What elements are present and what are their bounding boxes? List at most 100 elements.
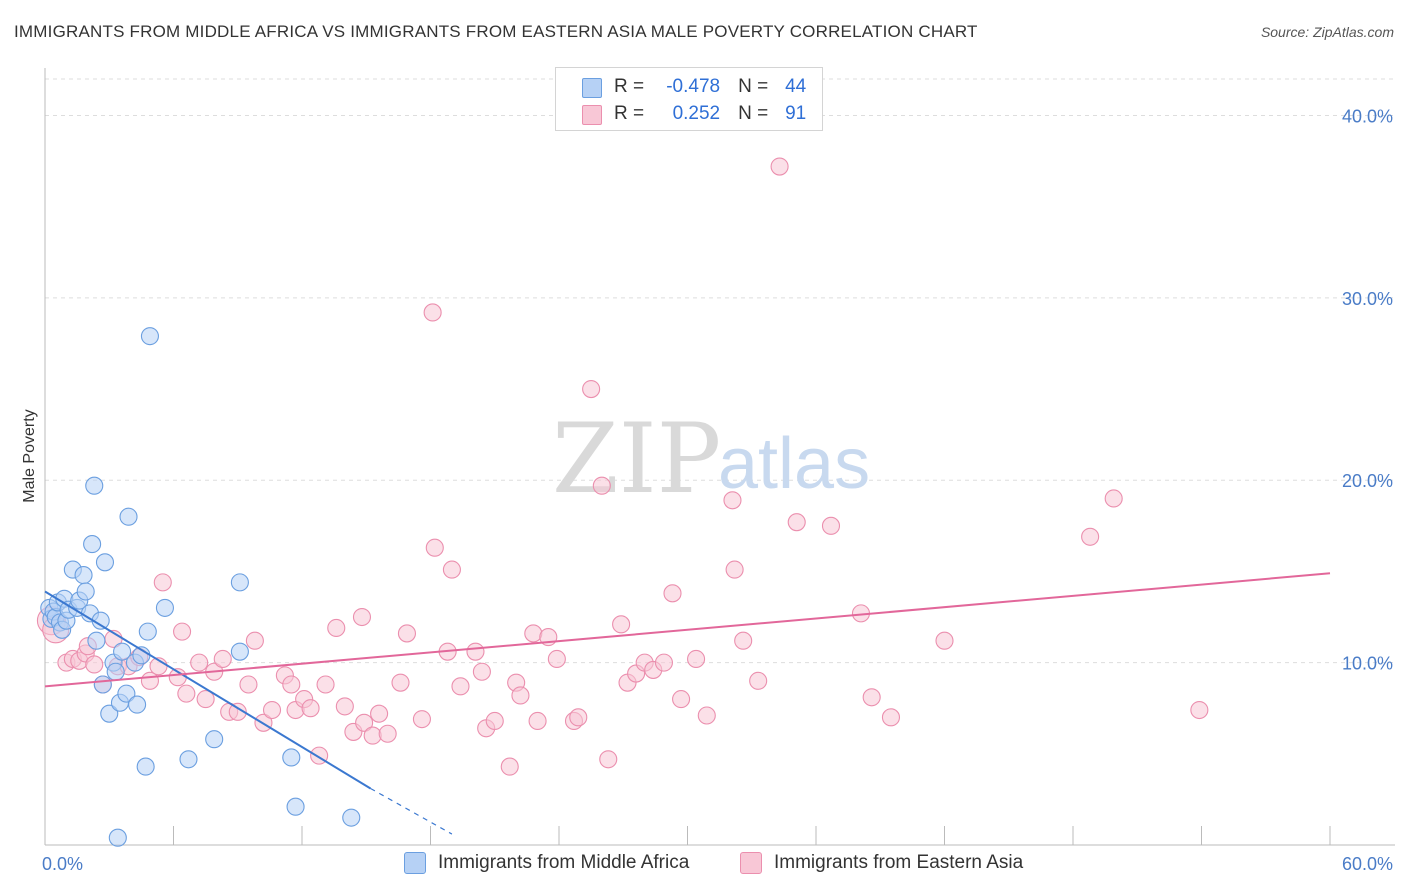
data-point: [282, 748, 301, 767]
data-point: [672, 690, 691, 709]
trend-line-middle-africa: [44, 590, 372, 790]
data-point: [663, 584, 682, 603]
y-tick-label: 30.0%: [1342, 289, 1393, 309]
data-point: [355, 713, 374, 732]
data-point: [466, 642, 485, 661]
data-point: [177, 684, 196, 703]
x-tick-labels: 0.0% 60.0%: [42, 854, 1393, 874]
data-point: [136, 757, 155, 776]
data-point: [352, 607, 372, 627]
legend-swatch-pink: [582, 105, 602, 125]
bottom-legend-middle-africa: Immigrants from Middle Africa: [404, 852, 689, 874]
data-point: [391, 673, 410, 692]
data-point: [85, 655, 104, 674]
data-point: [138, 622, 157, 641]
data-point: [93, 675, 112, 694]
data-point: [173, 622, 192, 641]
data-point: [342, 808, 361, 827]
data-point: [654, 653, 673, 672]
data-point: [282, 675, 301, 694]
bottom-legend-swatch-pink: [740, 852, 762, 874]
data-point: [370, 704, 389, 723]
data-point: [687, 649, 706, 669]
data-point: [511, 686, 530, 705]
data-point: [881, 708, 901, 727]
data-point: [749, 671, 768, 690]
data-point: [599, 750, 618, 769]
data-point: [770, 157, 789, 176]
data-point: [582, 379, 601, 399]
legend-n-value: 44: [785, 76, 807, 97]
data-point: [179, 750, 198, 769]
data-point: [612, 615, 631, 634]
data-point: [140, 327, 159, 346]
correlation-legend: R = -0.478 N = 44 R = 0.252 N = 91: [555, 67, 823, 131]
data-point: [85, 476, 104, 495]
legend-r-value: 0.252: [672, 103, 721, 124]
bottom-legend-swatch-blue: [404, 852, 426, 874]
data-point: [547, 649, 566, 669]
data-point: [230, 573, 249, 592]
data-point: [723, 491, 742, 510]
data-point: [205, 730, 224, 749]
legend-n-label: N =: [738, 76, 769, 97]
legend-r-label: R =: [614, 76, 645, 97]
y-tick-label: 20.0%: [1342, 471, 1393, 491]
data-point: [378, 724, 397, 743]
gridlines: [45, 78, 1395, 664]
data-point: [196, 690, 215, 709]
data-point: [301, 699, 320, 718]
data-point: [245, 631, 264, 650]
data-point: [155, 598, 174, 617]
y-tick-label: 40.0%: [1342, 106, 1393, 126]
data-point: [76, 582, 95, 601]
chart-title: IMMIGRANTS FROM MIDDLE AFRICA VS IMMIGRA…: [14, 22, 978, 41]
data-point: [363, 726, 382, 745]
y-axis-label: Male Poverty: [21, 409, 38, 502]
legend-n-value: 91: [785, 103, 807, 124]
data-point: [106, 662, 125, 681]
data-point: [128, 695, 147, 714]
data-point: [935, 631, 954, 650]
data-point: [592, 476, 611, 495]
legend-row-blue: R = -0.478 N = 44: [614, 75, 806, 99]
data-point: [1104, 489, 1123, 508]
data-point: [74, 566, 93, 585]
legend-r-label: R =: [614, 103, 645, 124]
data-point: [485, 711, 504, 731]
data-point: [425, 538, 444, 557]
data-point: [113, 642, 132, 661]
x-tick-label: 60.0%: [1342, 854, 1393, 874]
data-point: [1081, 527, 1100, 546]
data-point: [725, 560, 744, 579]
watermark-zip: ZIP: [552, 403, 721, 515]
data-point: [412, 710, 431, 729]
data-point: [335, 697, 354, 716]
data-point: [230, 642, 249, 661]
data-point: [95, 553, 115, 572]
data-point: [528, 711, 547, 731]
data-point: [1190, 700, 1209, 720]
data-point: [862, 688, 881, 707]
data-point: [286, 797, 305, 816]
data-point: [228, 702, 247, 721]
data-point: [327, 618, 346, 638]
data-point: [119, 507, 138, 526]
data-point: [451, 677, 470, 696]
trend-lines: [44, 572, 1331, 835]
legend-row-pink: R = 0.252 N = 91: [614, 102, 806, 126]
data-point: [87, 631, 106, 650]
trend-line-eastern-asia: [44, 572, 1331, 688]
data-point: [697, 706, 716, 725]
data-point: [108, 828, 127, 847]
trend-line-extension: [370, 787, 453, 835]
data-point: [500, 757, 519, 776]
x-tick-label: 0.0%: [42, 854, 83, 874]
data-point: [569, 708, 588, 727]
source-label: Source: ZipAtlas.com: [1260, 24, 1394, 40]
data-point: [262, 700, 282, 720]
data-point: [423, 303, 442, 322]
y-tick-label: 10.0%: [1342, 654, 1393, 674]
bottom-legend-label: Immigrants from Middle Africa: [438, 852, 690, 873]
